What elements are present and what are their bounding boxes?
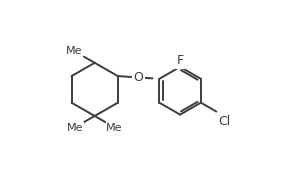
Text: Me: Me [106, 123, 123, 133]
Text: O: O [134, 71, 144, 84]
Text: Me: Me [66, 46, 83, 56]
Text: F: F [177, 54, 184, 67]
Text: Me: Me [67, 123, 83, 133]
Text: Cl: Cl [218, 115, 231, 128]
